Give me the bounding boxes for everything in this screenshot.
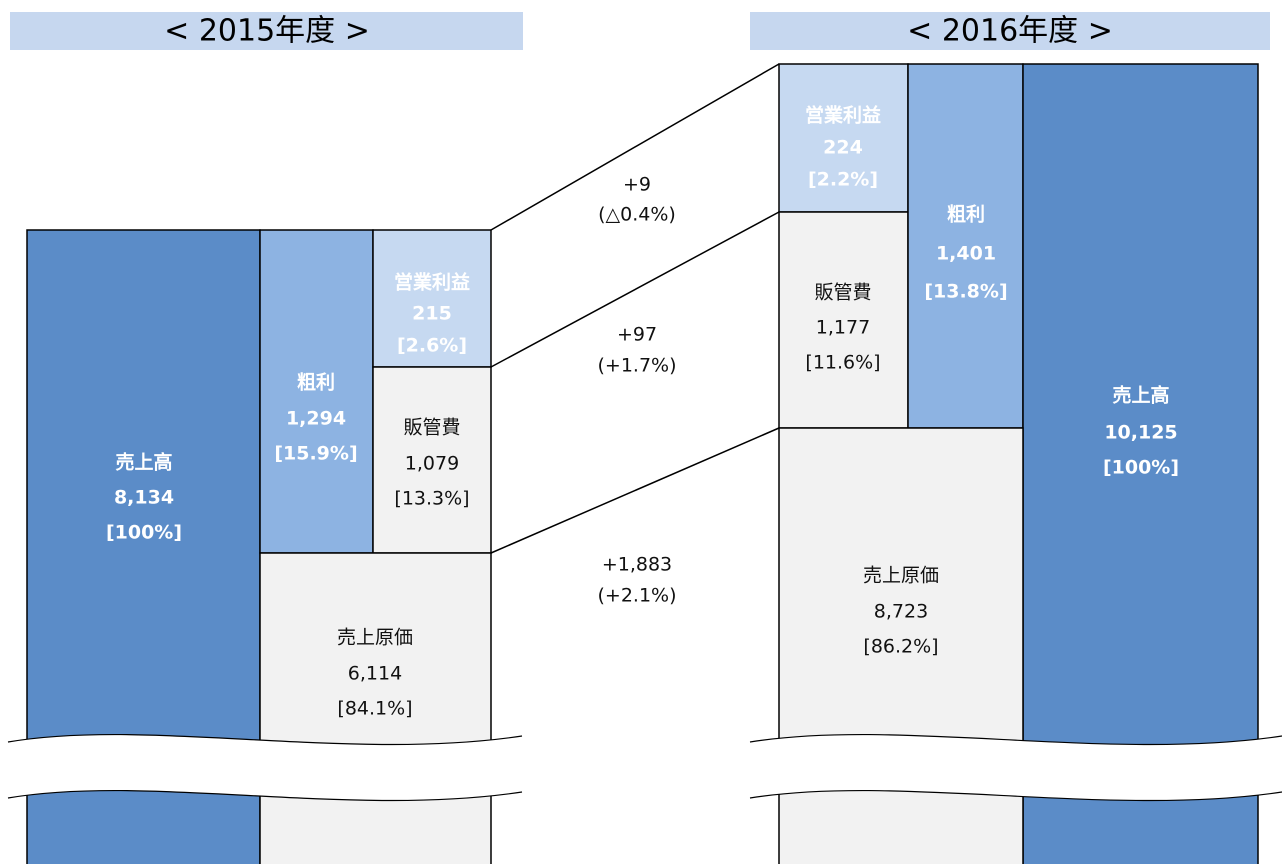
change-rate: (+2.1%) xyxy=(597,585,676,607)
value: 8,723 xyxy=(874,601,928,623)
change-value: +1,883 xyxy=(602,554,672,576)
share: [2.2%] xyxy=(808,169,878,191)
value: 1,177 xyxy=(816,317,870,339)
share: [100%] xyxy=(1103,457,1179,479)
connector xyxy=(490,63,780,231)
year-title: < 2016年度 > xyxy=(907,14,1113,49)
gross-block xyxy=(907,63,1024,429)
break-line xyxy=(7,733,523,802)
connector xyxy=(490,211,780,368)
year-title: < 2015年度 > xyxy=(164,14,370,49)
value: 10,125 xyxy=(1104,422,1177,444)
label: 粗利 xyxy=(297,371,335,394)
change-rate: (△0.4%) xyxy=(598,204,676,226)
label: 営業利益 xyxy=(805,104,881,127)
change-value: +97 xyxy=(617,324,657,346)
break-band xyxy=(8,734,522,801)
label: 売上高 xyxy=(115,451,172,474)
break-line xyxy=(749,733,1282,802)
share: [11.6%] xyxy=(805,352,880,374)
header-bg xyxy=(10,12,523,50)
value: 8,134 xyxy=(114,487,174,509)
connector xyxy=(490,427,780,554)
label: 粗利 xyxy=(947,203,985,226)
label: 販管費 xyxy=(814,282,871,304)
share: [13.8%] xyxy=(924,281,1007,303)
share: [86.2%] xyxy=(863,636,938,658)
change-rate: (+1.7%) xyxy=(597,355,676,377)
label: 販管費 xyxy=(403,417,460,439)
value: 1,079 xyxy=(405,453,459,475)
value: 224 xyxy=(823,137,863,159)
label: 売上原価 xyxy=(337,627,413,649)
value: 215 xyxy=(412,303,452,325)
cogs-block xyxy=(259,552,492,868)
share: [84.1%] xyxy=(337,698,412,720)
value: 1,294 xyxy=(286,408,346,430)
break-band xyxy=(750,734,1282,801)
share: [2.6%] xyxy=(397,335,467,357)
share: [15.9%] xyxy=(274,443,357,465)
label: 営業利益 xyxy=(394,271,470,294)
change-value: +9 xyxy=(623,174,651,196)
share: [13.3%] xyxy=(394,488,469,510)
label: 売上原価 xyxy=(863,565,939,587)
operating-block xyxy=(372,229,492,368)
label: 売上高 xyxy=(1112,384,1169,407)
share: [100%] xyxy=(106,522,182,544)
value: 1,401 xyxy=(936,243,996,265)
header-bg xyxy=(750,12,1270,50)
value: 6,114 xyxy=(348,663,402,685)
sales-block xyxy=(1022,63,1259,868)
sga-block xyxy=(778,211,909,429)
